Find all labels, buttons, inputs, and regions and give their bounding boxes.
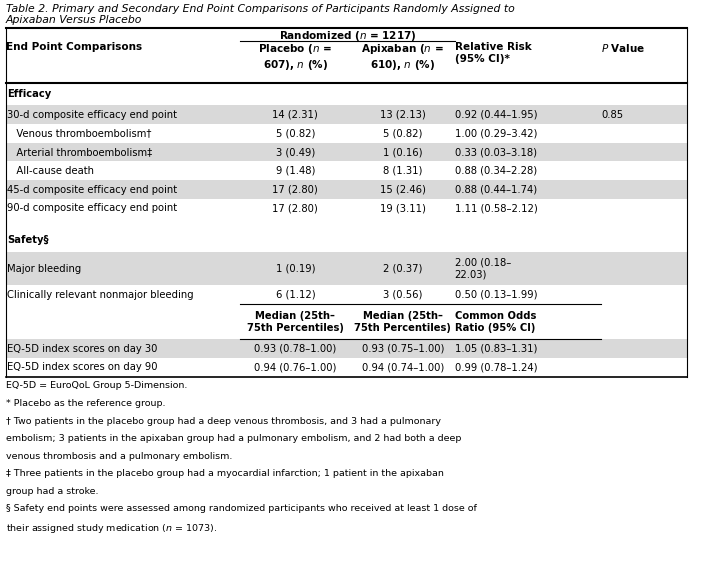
Text: $P$ Value: $P$ Value xyxy=(601,42,646,54)
Text: 1.11 (0.58–2.12): 1.11 (0.58–2.12) xyxy=(455,203,538,214)
Text: 2 (0.37): 2 (0.37) xyxy=(383,263,422,274)
Text: Major bleeding: Major bleeding xyxy=(7,263,82,274)
Bar xyxy=(6,143,687,161)
Text: 0.93 (0.78–1.00): 0.93 (0.78–1.00) xyxy=(254,343,337,354)
Text: 6 (1.12): 6 (1.12) xyxy=(276,290,315,300)
Text: * Placebo as the reference group.: * Placebo as the reference group. xyxy=(6,399,165,408)
Text: Arterial thromboembolism‡: Arterial thromboembolism‡ xyxy=(7,147,153,157)
Text: Apixaban Versus Placebo: Apixaban Versus Placebo xyxy=(6,15,142,25)
Text: † Two patients in the placebo group had a deep venous thrombosis, and 3 had a pu: † Two patients in the placebo group had … xyxy=(6,417,441,425)
Text: 1 (0.19): 1 (0.19) xyxy=(276,263,315,274)
Text: 0.50 (0.13–1.99): 0.50 (0.13–1.99) xyxy=(455,290,537,300)
Text: Clinically relevant nonmajor bleeding: Clinically relevant nonmajor bleeding xyxy=(7,290,194,300)
Text: 0.93 (0.75–1.00): 0.93 (0.75–1.00) xyxy=(362,343,444,354)
Text: 1.00 (0.29–3.42): 1.00 (0.29–3.42) xyxy=(455,128,537,139)
Text: embolism; 3 patients in the apixaban group had a pulmonary embolism, and 2 had b: embolism; 3 patients in the apixaban gro… xyxy=(6,434,461,443)
Text: EQ-5D index scores on day 90: EQ-5D index scores on day 90 xyxy=(7,362,158,373)
Bar xyxy=(6,252,687,285)
Text: All-cause death: All-cause death xyxy=(7,166,95,176)
Text: 0.94 (0.74–1.00): 0.94 (0.74–1.00) xyxy=(362,362,444,373)
Text: 9 (1.48): 9 (1.48) xyxy=(276,166,315,176)
Text: Efficacy: Efficacy xyxy=(7,89,52,99)
Text: 8 (1.31): 8 (1.31) xyxy=(383,166,422,176)
Text: 5 (0.82): 5 (0.82) xyxy=(383,128,422,139)
Text: 90-d composite efficacy end point: 90-d composite efficacy end point xyxy=(7,203,178,214)
Text: 0.85: 0.85 xyxy=(601,109,624,120)
Text: 3 (0.49): 3 (0.49) xyxy=(276,147,315,157)
Text: 17 (2.80): 17 (2.80) xyxy=(273,203,318,214)
Text: 19 (3.11): 19 (3.11) xyxy=(379,203,426,214)
Text: 30-d composite efficacy end point: 30-d composite efficacy end point xyxy=(7,109,177,120)
Text: venous thrombosis and a pulmonary embolism.: venous thrombosis and a pulmonary emboli… xyxy=(6,452,232,460)
Text: Table 2. Primary and Secondary End Point Comparisons of Participants Randomly As: Table 2. Primary and Secondary End Point… xyxy=(6,4,515,13)
Text: 1.05 (0.83–1.31): 1.05 (0.83–1.31) xyxy=(455,343,537,354)
Text: ‡ Three patients in the placebo group had a myocardial infarction; 1 patient in : ‡ Three patients in the placebo group ha… xyxy=(6,469,444,478)
Text: their assigned study medication (⁠⁠⁠⁠⁠$n$ = 1073).: their assigned study medication (⁠⁠⁠⁠⁠$n… xyxy=(6,522,217,535)
Text: 13 (2.13): 13 (2.13) xyxy=(380,109,425,120)
Text: End Point Comparisons: End Point Comparisons xyxy=(6,42,142,52)
Text: 45-d composite efficacy end point: 45-d composite efficacy end point xyxy=(7,184,178,195)
Text: group had a stroke.: group had a stroke. xyxy=(6,487,98,495)
Text: Median (25th–
75th Percentiles): Median (25th– 75th Percentiles) xyxy=(354,311,451,332)
Bar xyxy=(6,105,687,124)
Text: Safety§: Safety§ xyxy=(7,235,49,246)
Text: 5 (0.82): 5 (0.82) xyxy=(276,128,315,139)
Text: Placebo ($n$ =
607), $n$ (%): Placebo ($n$ = 607), $n$ (%) xyxy=(258,42,332,72)
Text: 17 (2.80): 17 (2.80) xyxy=(273,184,318,195)
Text: Common Odds
Ratio (95% CI): Common Odds Ratio (95% CI) xyxy=(455,311,536,332)
Text: 0.88 (0.44–1.74): 0.88 (0.44–1.74) xyxy=(455,184,537,195)
Text: § Safety end points were assessed among randomized participants who received at : § Safety end points were assessed among … xyxy=(6,504,477,513)
Text: 15 (2.46): 15 (2.46) xyxy=(379,184,426,195)
Text: 0.92 (0.44–1.95): 0.92 (0.44–1.95) xyxy=(455,109,537,120)
Text: 1 (0.16): 1 (0.16) xyxy=(383,147,422,157)
Text: 0.99 (0.78–1.24): 0.99 (0.78–1.24) xyxy=(455,362,537,373)
Text: Apixaban ($n$ =
610), $n$ (%): Apixaban ($n$ = 610), $n$ (%) xyxy=(362,42,444,72)
Text: Randomized ($n$ = 1217): Randomized ($n$ = 1217) xyxy=(279,29,416,43)
Bar xyxy=(6,180,687,199)
Text: 0.88 (0.34–2.28): 0.88 (0.34–2.28) xyxy=(455,166,537,176)
Text: 0.94 (0.76–1.00): 0.94 (0.76–1.00) xyxy=(254,362,337,373)
Text: Venous thromboembolism†: Venous thromboembolism† xyxy=(7,128,152,139)
Text: Median (25th–
75th Percentiles): Median (25th– 75th Percentiles) xyxy=(247,311,344,332)
Text: Relative Risk
(95% CI)*: Relative Risk (95% CI)* xyxy=(455,42,531,64)
Text: 3 (0.56): 3 (0.56) xyxy=(383,290,422,300)
Text: EQ-5D = EuroQoL Group 5-Dimension.: EQ-5D = EuroQoL Group 5-Dimension. xyxy=(6,381,187,390)
Text: 14 (2.31): 14 (2.31) xyxy=(273,109,318,120)
Text: 2.00 (0.18–
22.03): 2.00 (0.18– 22.03) xyxy=(455,258,511,279)
Text: 0.33 (0.03–3.18): 0.33 (0.03–3.18) xyxy=(455,147,537,157)
Bar xyxy=(6,339,687,358)
Text: EQ-5D index scores on day 30: EQ-5D index scores on day 30 xyxy=(7,343,158,354)
